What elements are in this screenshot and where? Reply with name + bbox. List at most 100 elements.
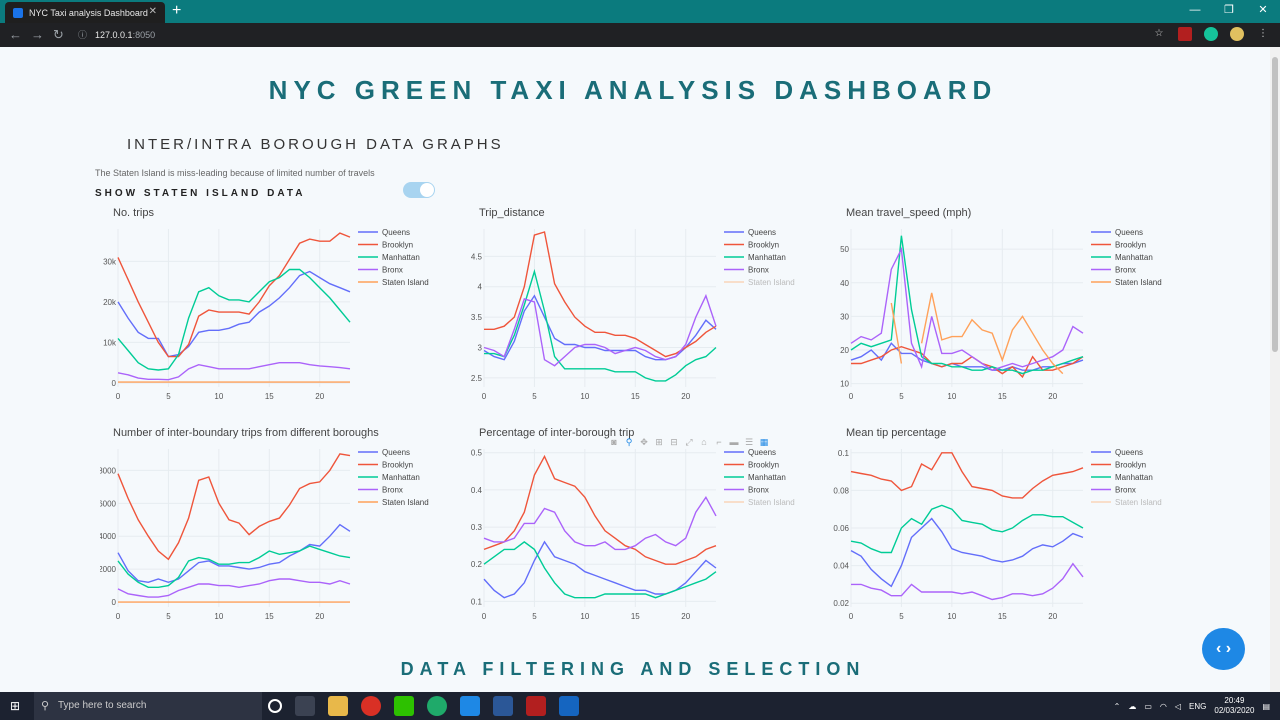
legend-label[interactable]: Queens — [748, 448, 776, 457]
legend-label[interactable]: Manhattan — [382, 473, 420, 482]
code-toggle-button[interactable]: ‹ › — [1202, 628, 1245, 670]
series-line-brooklyn[interactable] — [484, 231, 717, 358]
series-line-manhattan[interactable] — [850, 504, 1084, 554]
legend-label[interactable]: Queens — [1115, 228, 1143, 237]
tab-close-icon[interactable]: ✕ — [148, 6, 157, 17]
pan-icon[interactable]: ✥ — [640, 437, 648, 447]
maximize-button[interactable]: ❐ — [1224, 4, 1234, 16]
close-window-button[interactable]: ✕ — [1258, 4, 1268, 16]
series-line-queens[interactable] — [117, 270, 351, 358]
plotly-logo-icon[interactable]: ▦ — [759, 437, 769, 447]
camera-icon[interactable]: ◙ — [611, 437, 617, 447]
address-bar[interactable]: ⓘ 127.0.0.1:8050 — [74, 26, 1174, 44]
browser-tab[interactable]: NYC Taxi analysis Dashboard ✕ — [5, 2, 165, 23]
network-icon[interactable]: ▭ — [1144, 701, 1152, 711]
chart-no-trips[interactable]: No. trips 0 10k 20k 30k 0 5 10 15 20 Queens Brookly… — [100, 207, 460, 417]
legend-label[interactable]: Brooklyn — [382, 241, 413, 250]
series-line-manhattan[interactable] — [117, 268, 351, 371]
series-line-manhattan[interactable] — [483, 541, 717, 599]
hover-compare-icon[interactable]: ☰ — [744, 437, 754, 447]
file-explorer-icon[interactable] — [328, 696, 348, 716]
zoom-icon[interactable]: ⚲ — [625, 437, 633, 447]
chart-mean-speed[interactable]: Mean travel_speed (mph) 10 20 30 40 50 0 5 10 15 2… — [833, 207, 1193, 417]
series-line-bronx[interactable] — [117, 578, 351, 598]
series-line-queens[interactable] — [850, 342, 1084, 371]
reload-icon[interactable]: ↻ — [53, 27, 64, 42]
series-line-brooklyn[interactable] — [850, 452, 1084, 499]
chart-svg[interactable]: 10 20 30 40 50 0 5 10 15 20 Queens Brooklyn Manhatta… — [833, 207, 1193, 417]
legend-label[interactable]: Brooklyn — [748, 461, 779, 470]
legend-label[interactable]: Staten Island — [382, 498, 429, 507]
menu-dots-icon[interactable]: ⋮ — [1258, 28, 1268, 39]
chart-pct-inter-borough[interactable]: Percentage of inter-borough trip 0.1 0.2 0.… — [466, 427, 826, 637]
bookmark-star-icon[interactable]: ☆ — [1154, 28, 1164, 39]
task-view-icon[interactable] — [295, 696, 315, 716]
volume-icon[interactable]: ◁ — [1174, 701, 1182, 711]
wifi-icon[interactable]: ◠ — [1159, 701, 1167, 711]
clock[interactable]: 20:49 02/03/2020 — [1214, 696, 1254, 716]
legend-label[interactable]: Queens — [382, 448, 410, 457]
chart-inter-boundary[interactable]: Number of inter-boundary trips from diff… — [100, 427, 460, 637]
chart-svg[interactable]: 0.02 0.04 0.06 0.08 0.1 0 5 10 15 20 Queens Brookly… — [833, 427, 1193, 637]
series-line-manhattan[interactable] — [117, 545, 351, 588]
series-line-bronx[interactable] — [851, 562, 1084, 601]
zoom-out-icon[interactable]: ⊟ — [670, 437, 678, 447]
legend-label[interactable]: Staten Island — [1115, 498, 1162, 507]
sync-app-icon[interactable] — [427, 696, 447, 716]
wechat-icon[interactable] — [394, 696, 414, 716]
legend-label[interactable]: Brooklyn — [1115, 461, 1146, 470]
legend-label[interactable]: Manhattan — [748, 473, 786, 482]
spike-lines-icon[interactable]: ⌐ — [716, 437, 722, 447]
series-line-brooklyn[interactable] — [483, 454, 717, 565]
legend-label[interactable]: Manhattan — [1115, 253, 1153, 262]
legend-label[interactable]: Brooklyn — [748, 241, 779, 250]
tray-chevron-icon[interactable]: ⌃ — [1113, 701, 1121, 711]
pdf-extension-icon[interactable] — [1178, 27, 1192, 41]
forward-arrow-icon[interactable]: → — [31, 27, 44, 42]
legend-label[interactable]: Manhattan — [1115, 473, 1153, 482]
profile-avatar[interactable] — [1230, 27, 1244, 41]
legend-label[interactable]: Bronx — [382, 266, 403, 275]
legend-label[interactable]: Staten Island — [748, 278, 795, 287]
legend-label[interactable]: Bronx — [748, 266, 769, 275]
staten-island-toggle[interactable] — [403, 182, 435, 198]
series-line-bronx[interactable] — [483, 293, 717, 367]
zoom-in-icon[interactable]: ⊞ — [655, 437, 663, 447]
legend-label[interactable]: Bronx — [1115, 266, 1136, 275]
chart-svg[interactable]: 0 10k 20k 30k 0 5 10 15 20 Queens Brooklyn Manhatta… — [100, 207, 460, 417]
chart-svg[interactable]: 0.1 0.2 0.3 0.4 0.5 0 5 10 15 20 Queens Brooklyn Man… — [466, 427, 826, 637]
series-line-manhattan[interactable] — [484, 268, 717, 382]
legend-label[interactable]: Staten Island — [1115, 278, 1162, 287]
remote-app-icon[interactable] — [559, 696, 579, 716]
legend-label[interactable]: Brooklyn — [382, 461, 413, 470]
chart-trip-distance[interactable]: Trip_distance 2.5 3 3.5 4 4.5 0 5 10 15 20 Queens Br… — [466, 207, 826, 417]
new-tab-button[interactable]: + — [172, 2, 182, 19]
series-line-brooklyn[interactable] — [117, 232, 351, 358]
series-line-brooklyn[interactable] — [117, 453, 351, 561]
autoscale-icon[interactable]: ⤢ — [685, 437, 693, 447]
series-line-queens[interactable] — [117, 523, 351, 584]
legend-label[interactable]: Staten Island — [748, 498, 795, 507]
legend-label[interactable]: Queens — [748, 228, 776, 237]
acrobat-icon[interactable] — [526, 696, 546, 716]
home-icon[interactable]: ⌂ — [701, 437, 707, 447]
series-line-manhattan[interactable] — [850, 235, 1084, 375]
series-line-bronx[interactable] — [483, 495, 717, 551]
scrollbar-thumb[interactable] — [1272, 57, 1278, 352]
series-line-queens[interactable] — [850, 517, 1084, 588]
chart-svg[interactable]: 2.5 3 3.5 4 4.5 0 5 10 15 20 Queens Brooklyn Manhatt… — [466, 207, 826, 417]
hover-closest-icon[interactable]: ▬ — [729, 437, 739, 447]
notifications-icon[interactable]: ▤ — [1262, 701, 1270, 711]
taskbar-search[interactable]: ⚲ Type here to search — [34, 692, 262, 720]
page-scrollbar[interactable] — [1270, 47, 1280, 692]
back-arrow-icon[interactable]: ← — [9, 27, 22, 42]
onedrive-icon[interactable]: ☁ — [1128, 701, 1137, 711]
chart-svg[interactable]: 0 2000 4000 6000 8000 0 5 10 15 20 Queens Brooklyn M… — [100, 427, 460, 637]
language-indicator[interactable]: ENG — [1189, 701, 1207, 711]
series-line-bronx[interactable] — [117, 362, 351, 381]
legend-label[interactable]: Bronx — [1115, 486, 1136, 495]
legend-label[interactable]: Bronx — [382, 486, 403, 495]
series-line-queens[interactable] — [483, 540, 717, 599]
legend-label[interactable]: Manhattan — [382, 253, 420, 262]
chrome-icon[interactable] — [361, 696, 381, 716]
